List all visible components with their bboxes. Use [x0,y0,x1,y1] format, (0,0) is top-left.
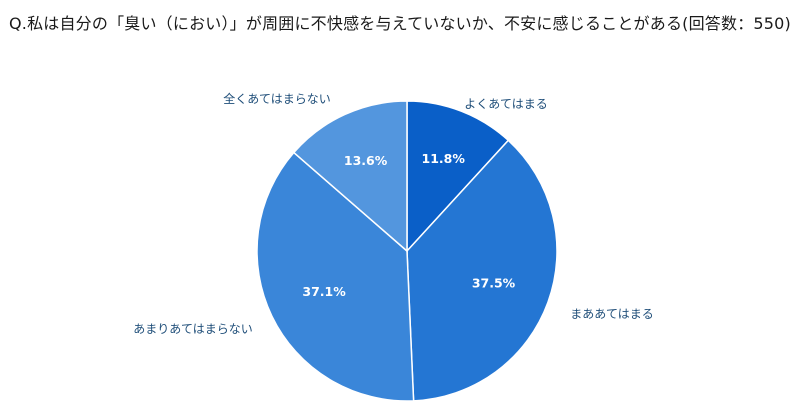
slice-value-label: 37.1% [302,284,346,299]
pie-slice [406,139,558,402]
chart-title: Q.私は自分の「臭い（におい）」が周囲に不快感を与えていないか、不安に感じること… [9,14,791,33]
slice-category-label: 全くあてはまらない [223,91,331,106]
slice-category-label: よくあてはまる [464,97,548,111]
pie-slice [256,151,415,402]
slice-value-label: 13.6% [344,153,388,168]
pie-slice [406,100,510,253]
slice-category-label: あまりあてはまらない [133,322,253,336]
pie-slice [292,100,408,253]
slice-category-label: まああてはまる [570,307,654,321]
slice-value-label: 37.5% [472,275,516,290]
slice-value-label: 11.8% [422,151,466,166]
